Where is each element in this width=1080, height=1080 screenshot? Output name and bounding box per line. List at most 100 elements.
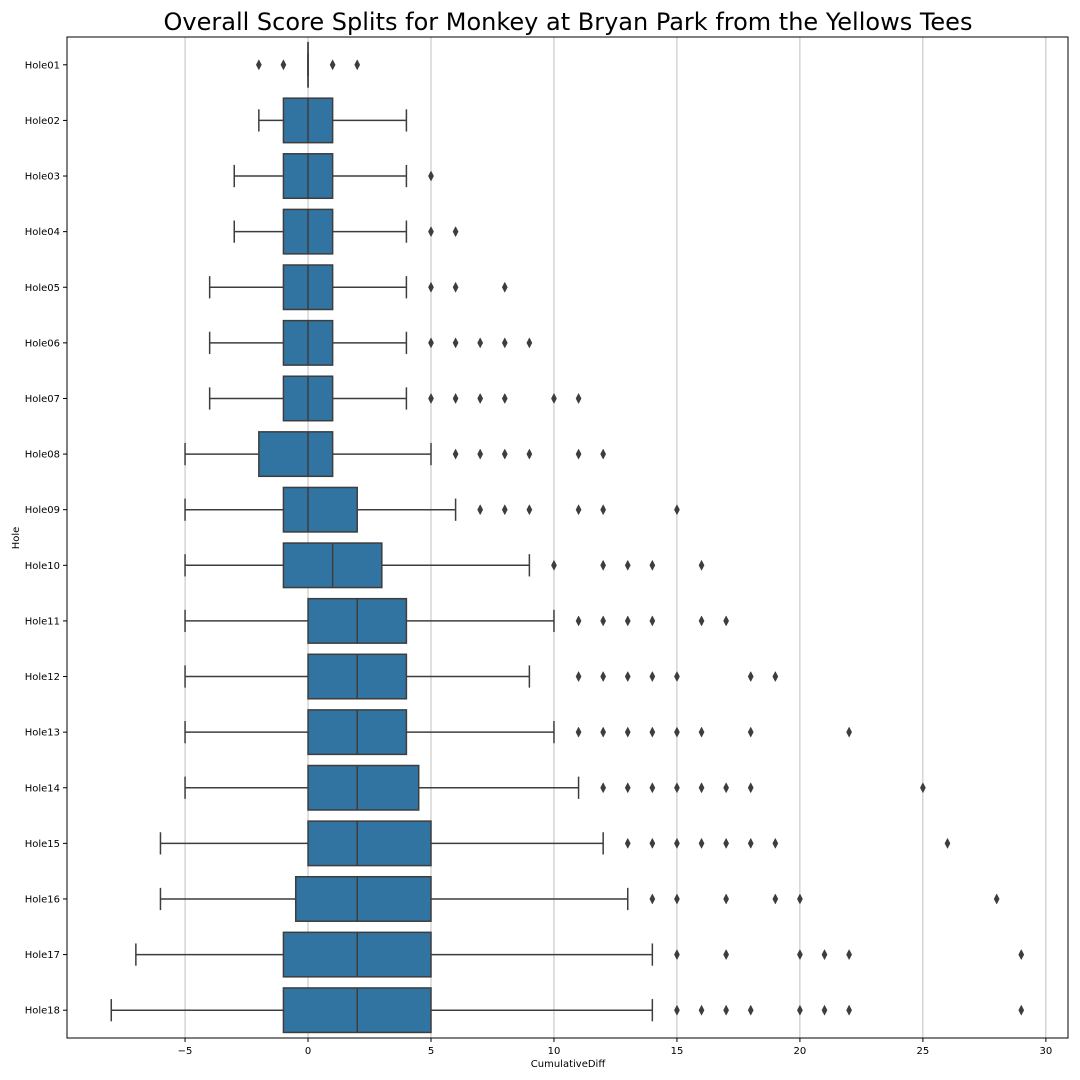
y-tick-label: Hole12 (25, 672, 60, 683)
outlier-point (575, 615, 582, 627)
outlier-point (452, 226, 459, 238)
plot-frame (66, 36, 1069, 1039)
y-axis-label: Hole (11, 527, 22, 550)
outlier-point (354, 59, 361, 71)
outlier-point (698, 1004, 705, 1016)
y-tick-label: Hole03 (25, 172, 60, 183)
outlier-point (649, 893, 656, 905)
x-axis-label: CumulativeDiff (531, 1059, 607, 1070)
outlier-point (624, 837, 631, 849)
outlier-point (452, 392, 459, 405)
outlier-point (575, 670, 582, 683)
outlier-point (1018, 1004, 1025, 1016)
y-tick-label: Hole11 (25, 616, 60, 627)
grid-lines (184, 37, 1047, 1038)
outlier-point (452, 281, 459, 293)
outlier-point (674, 504, 680, 516)
outlier-point (944, 837, 951, 849)
x-tick-label: 10 (548, 1046, 561, 1057)
y-tick-label: Hole01 (25, 60, 60, 71)
x-tick-label: 25 (917, 1046, 930, 1057)
outlier-point (649, 615, 656, 627)
box-hole17 (135, 931, 1025, 978)
x-tick-label: 30 (1039, 1046, 1052, 1057)
iqr-box (294, 875, 432, 922)
outlier-point (600, 782, 607, 794)
chart-title: Overall Score Splits for Monkey at Bryan… (164, 8, 973, 36)
outlier-point (846, 1004, 852, 1016)
outlier-point (428, 170, 434, 182)
outlier-point (698, 615, 705, 627)
outlier-point (600, 504, 607, 516)
outlier-point (280, 59, 287, 71)
outlier-point (575, 726, 582, 738)
outlier-point (452, 337, 459, 349)
outlier-point (747, 726, 754, 738)
outlier-point (723, 893, 730, 905)
outlier-point (501, 281, 508, 293)
outlier-point (624, 559, 631, 571)
y-tick-label: Hole10 (25, 561, 60, 572)
outlier-point (649, 559, 656, 571)
y-tick-label: Hole17 (25, 950, 60, 961)
outlier-point (255, 59, 262, 71)
outlier-point (993, 893, 1000, 905)
outlier-point (747, 837, 754, 849)
y-tick-label: Hole18 (25, 1006, 60, 1017)
y-tick-label: Hole16 (25, 894, 60, 905)
outlier-point (797, 949, 803, 961)
outlier-point (575, 448, 582, 460)
outlier-point (674, 893, 680, 905)
box-hole05 (208, 264, 508, 311)
outlier-point (723, 782, 730, 794)
x-tick-label: 15 (671, 1046, 684, 1057)
y-tick-label: Hole05 (25, 283, 60, 294)
outlier-point (501, 392, 508, 405)
outlier-point (428, 337, 434, 349)
outlier-point (772, 837, 779, 849)
outlier-point (698, 726, 705, 738)
outlier-point (698, 782, 705, 794)
box-hole11 (184, 597, 730, 644)
outlier-point (477, 504, 484, 516)
box-hole13 (184, 709, 852, 756)
box-hole10 (184, 542, 705, 589)
y-tick-label: Hole09 (25, 505, 60, 516)
outlier-point (747, 782, 754, 794)
box-hole16 (159, 875, 1000, 922)
outlier-point (428, 281, 434, 293)
y-tick-label: Hole13 (25, 728, 60, 739)
outlier-point (526, 504, 533, 516)
iqr-box (307, 764, 420, 811)
outlier-point (723, 615, 730, 627)
box-hole14 (184, 764, 926, 811)
y-tick-label: Hole04 (25, 227, 60, 238)
outlier-point (772, 893, 779, 905)
outlier-point (526, 337, 533, 349)
box-hole03 (233, 153, 434, 200)
outlier-point (526, 448, 533, 460)
y-tick-label: Hole06 (25, 338, 60, 349)
outlier-point (624, 670, 631, 683)
box-hole02 (258, 97, 408, 144)
outlier-point (477, 337, 484, 349)
outlier-point (649, 726, 656, 738)
y-tick-label: Hole02 (25, 116, 60, 127)
axis-ticks: −5 0 5 10 15 20 25 30 Hole01 Hole02 Hole03 Hole04 Ho… (25, 60, 1053, 1057)
outlier-point (649, 837, 656, 849)
outlier-point (1018, 949, 1025, 961)
outlier-point (698, 559, 705, 571)
outlier-point (649, 670, 656, 683)
outlier-point (452, 448, 459, 460)
outlier-point (747, 1004, 754, 1016)
outlier-point (624, 726, 631, 738)
outlier-point (846, 726, 852, 738)
y-tick-label: Hole08 (25, 450, 60, 461)
outlier-point (477, 448, 484, 460)
outlier-point (600, 559, 607, 571)
x-tick-label: 5 (428, 1046, 434, 1057)
box-hole15 (159, 820, 951, 867)
outlier-point (772, 670, 779, 683)
